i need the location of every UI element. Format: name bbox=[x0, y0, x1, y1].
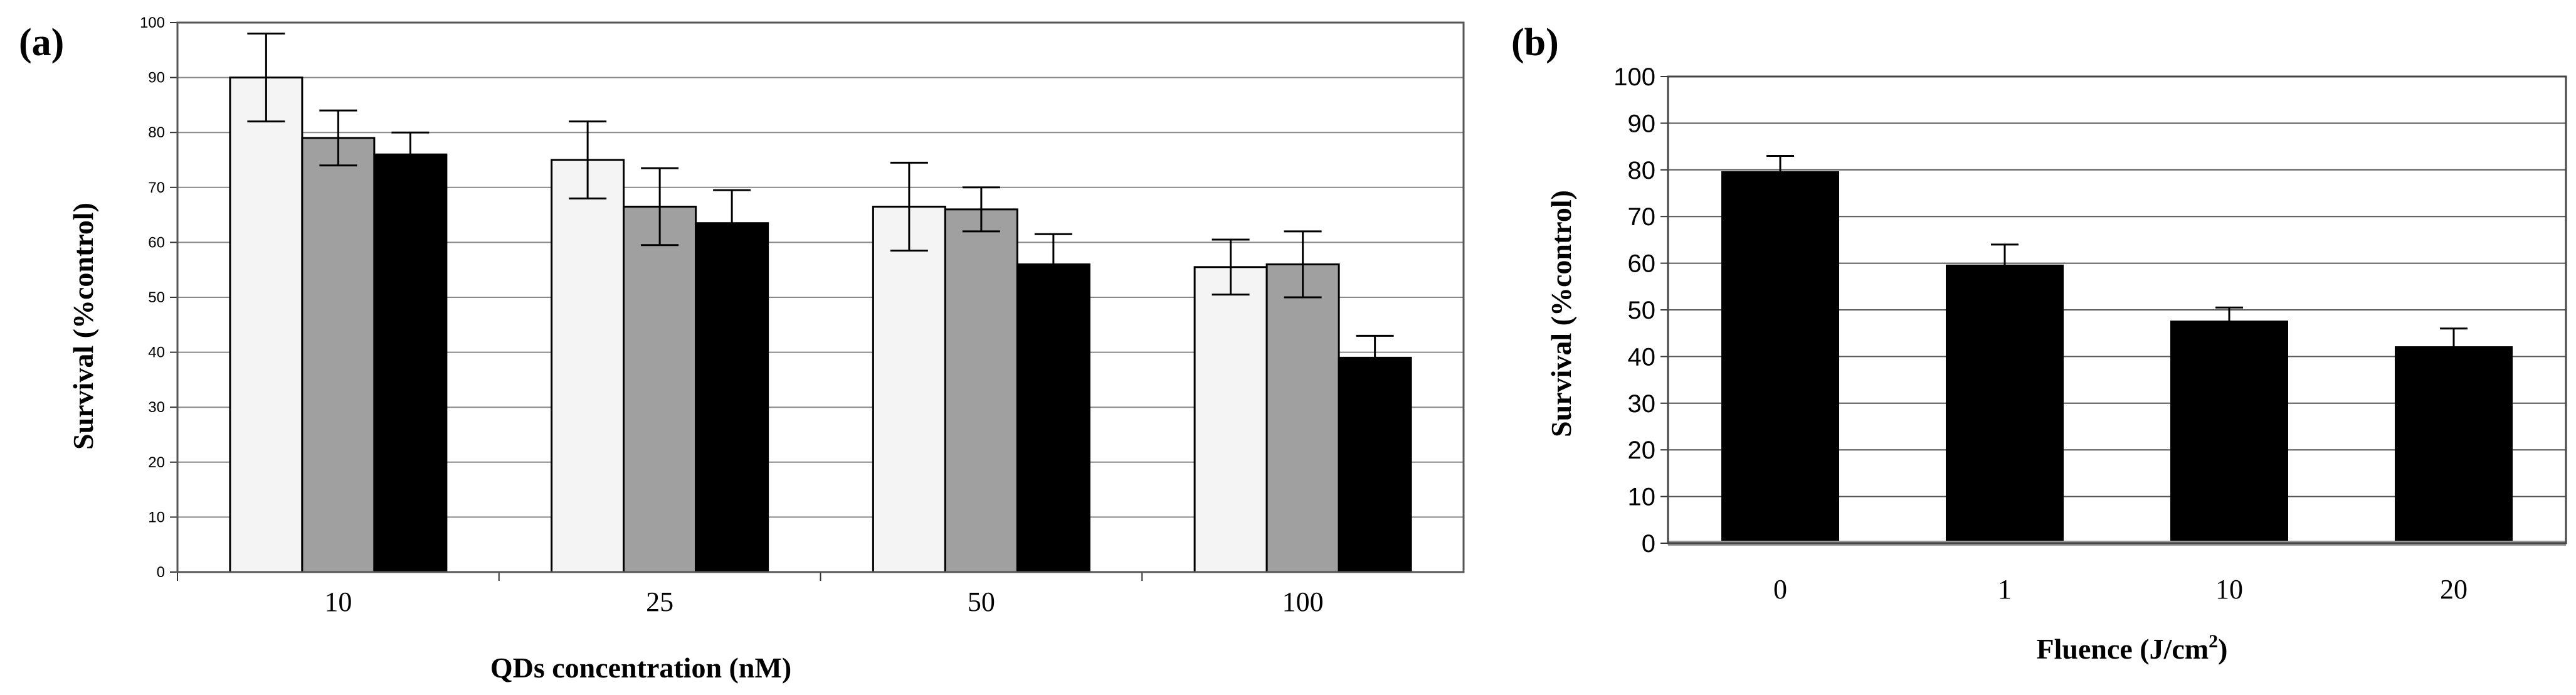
panel-a-x-axis-label: QDs concentration (nM) bbox=[490, 652, 791, 684]
panel-b-y-ticks: 0 10 20 30 40 50 60 70 80 90 100 bbox=[1613, 63, 1668, 558]
panel-a-plot-frame bbox=[176, 21, 1465, 573]
y-tick-label: 70 bbox=[1628, 203, 1656, 231]
y-tick-label: 40 bbox=[148, 344, 165, 361]
y-tick-label: 10 bbox=[1628, 484, 1656, 511]
x-tick-label: 50 bbox=[968, 586, 995, 617]
panel-b-bars bbox=[1721, 154, 2513, 544]
y-tick-label: 70 bbox=[148, 179, 165, 196]
x-tick-label: 10 bbox=[2215, 574, 2243, 605]
bar bbox=[1016, 263, 1090, 573]
panel-b-x-axis-label: Fluence (J/cm2) bbox=[2037, 631, 2228, 665]
bar bbox=[551, 159, 625, 573]
panel-b: (b) Survival (%control) Fluence (J/cm2) … bbox=[1511, 21, 2567, 665]
y-tick-label: 90 bbox=[148, 70, 165, 87]
panel-b-plot-frame bbox=[1667, 75, 2567, 544]
bar bbox=[1193, 266, 1268, 573]
bar bbox=[2395, 346, 2513, 544]
bar bbox=[1946, 264, 2064, 544]
panel-a-bars bbox=[229, 33, 1412, 573]
x-tick-label: 10 bbox=[324, 586, 352, 617]
y-tick-label: 20 bbox=[148, 454, 165, 471]
x-tick-label: 25 bbox=[646, 586, 673, 617]
panel-b-label: (b) bbox=[1511, 21, 1559, 64]
y-tick-label: 60 bbox=[1628, 250, 1656, 278]
panel-a-x-ticks: 10 25 50 100 bbox=[177, 572, 1324, 617]
bar bbox=[2170, 321, 2288, 544]
bar bbox=[695, 222, 769, 573]
bar bbox=[373, 153, 448, 573]
panel-b-x-axis-label-main: Fluence (J/cm bbox=[2037, 633, 2209, 665]
bar bbox=[872, 205, 946, 573]
y-tick-label: 100 bbox=[1613, 63, 1655, 91]
y-tick-label: 0 bbox=[1642, 530, 1655, 558]
y-tick-label: 0 bbox=[157, 564, 165, 581]
panel-b-x-axis-label-superscript: 2 bbox=[2209, 631, 2218, 652]
panel-a: (a) Survival (%control) QDs concentratio… bbox=[19, 14, 1465, 684]
y-tick-label: 80 bbox=[148, 124, 165, 141]
bar bbox=[1265, 263, 1340, 573]
y-tick-label: 100 bbox=[140, 14, 165, 31]
y-tick-label: 40 bbox=[1628, 343, 1656, 371]
y-tick-label: 30 bbox=[148, 399, 165, 416]
bar bbox=[623, 205, 697, 573]
bar bbox=[1338, 356, 1412, 573]
x-tick-label: 1 bbox=[1998, 574, 2012, 605]
x-tick-label: 0 bbox=[1773, 574, 1787, 605]
bar bbox=[229, 77, 304, 573]
panel-b-y-axis-label: Survival (%control) bbox=[1545, 190, 1577, 437]
y-tick-label: 80 bbox=[1628, 157, 1656, 184]
y-tick-label: 60 bbox=[148, 234, 165, 251]
y-tick-label: 20 bbox=[1628, 437, 1656, 464]
y-tick-label: 10 bbox=[148, 509, 165, 526]
panel-a-y-ticks: 0 10 20 30 40 50 60 70 80 90 100 bbox=[140, 14, 177, 581]
bar bbox=[301, 137, 376, 573]
bar bbox=[1721, 171, 1839, 544]
panel-b-x-axis-label-end: ) bbox=[2218, 633, 2227, 665]
y-tick-label: 50 bbox=[148, 289, 165, 306]
panel-a-label: (a) bbox=[19, 21, 64, 64]
y-tick-label: 90 bbox=[1628, 110, 1656, 137]
panel-b-x-ticks: 0 1 10 20 bbox=[1773, 574, 2468, 605]
y-tick-label: 30 bbox=[1628, 390, 1656, 418]
panel-a-y-axis-label: Survival (%control) bbox=[67, 203, 99, 450]
y-tick-label: 50 bbox=[1628, 297, 1656, 324]
x-tick-label: 20 bbox=[2440, 574, 2468, 605]
x-tick-label: 100 bbox=[1282, 586, 1324, 617]
bar bbox=[944, 208, 1018, 573]
